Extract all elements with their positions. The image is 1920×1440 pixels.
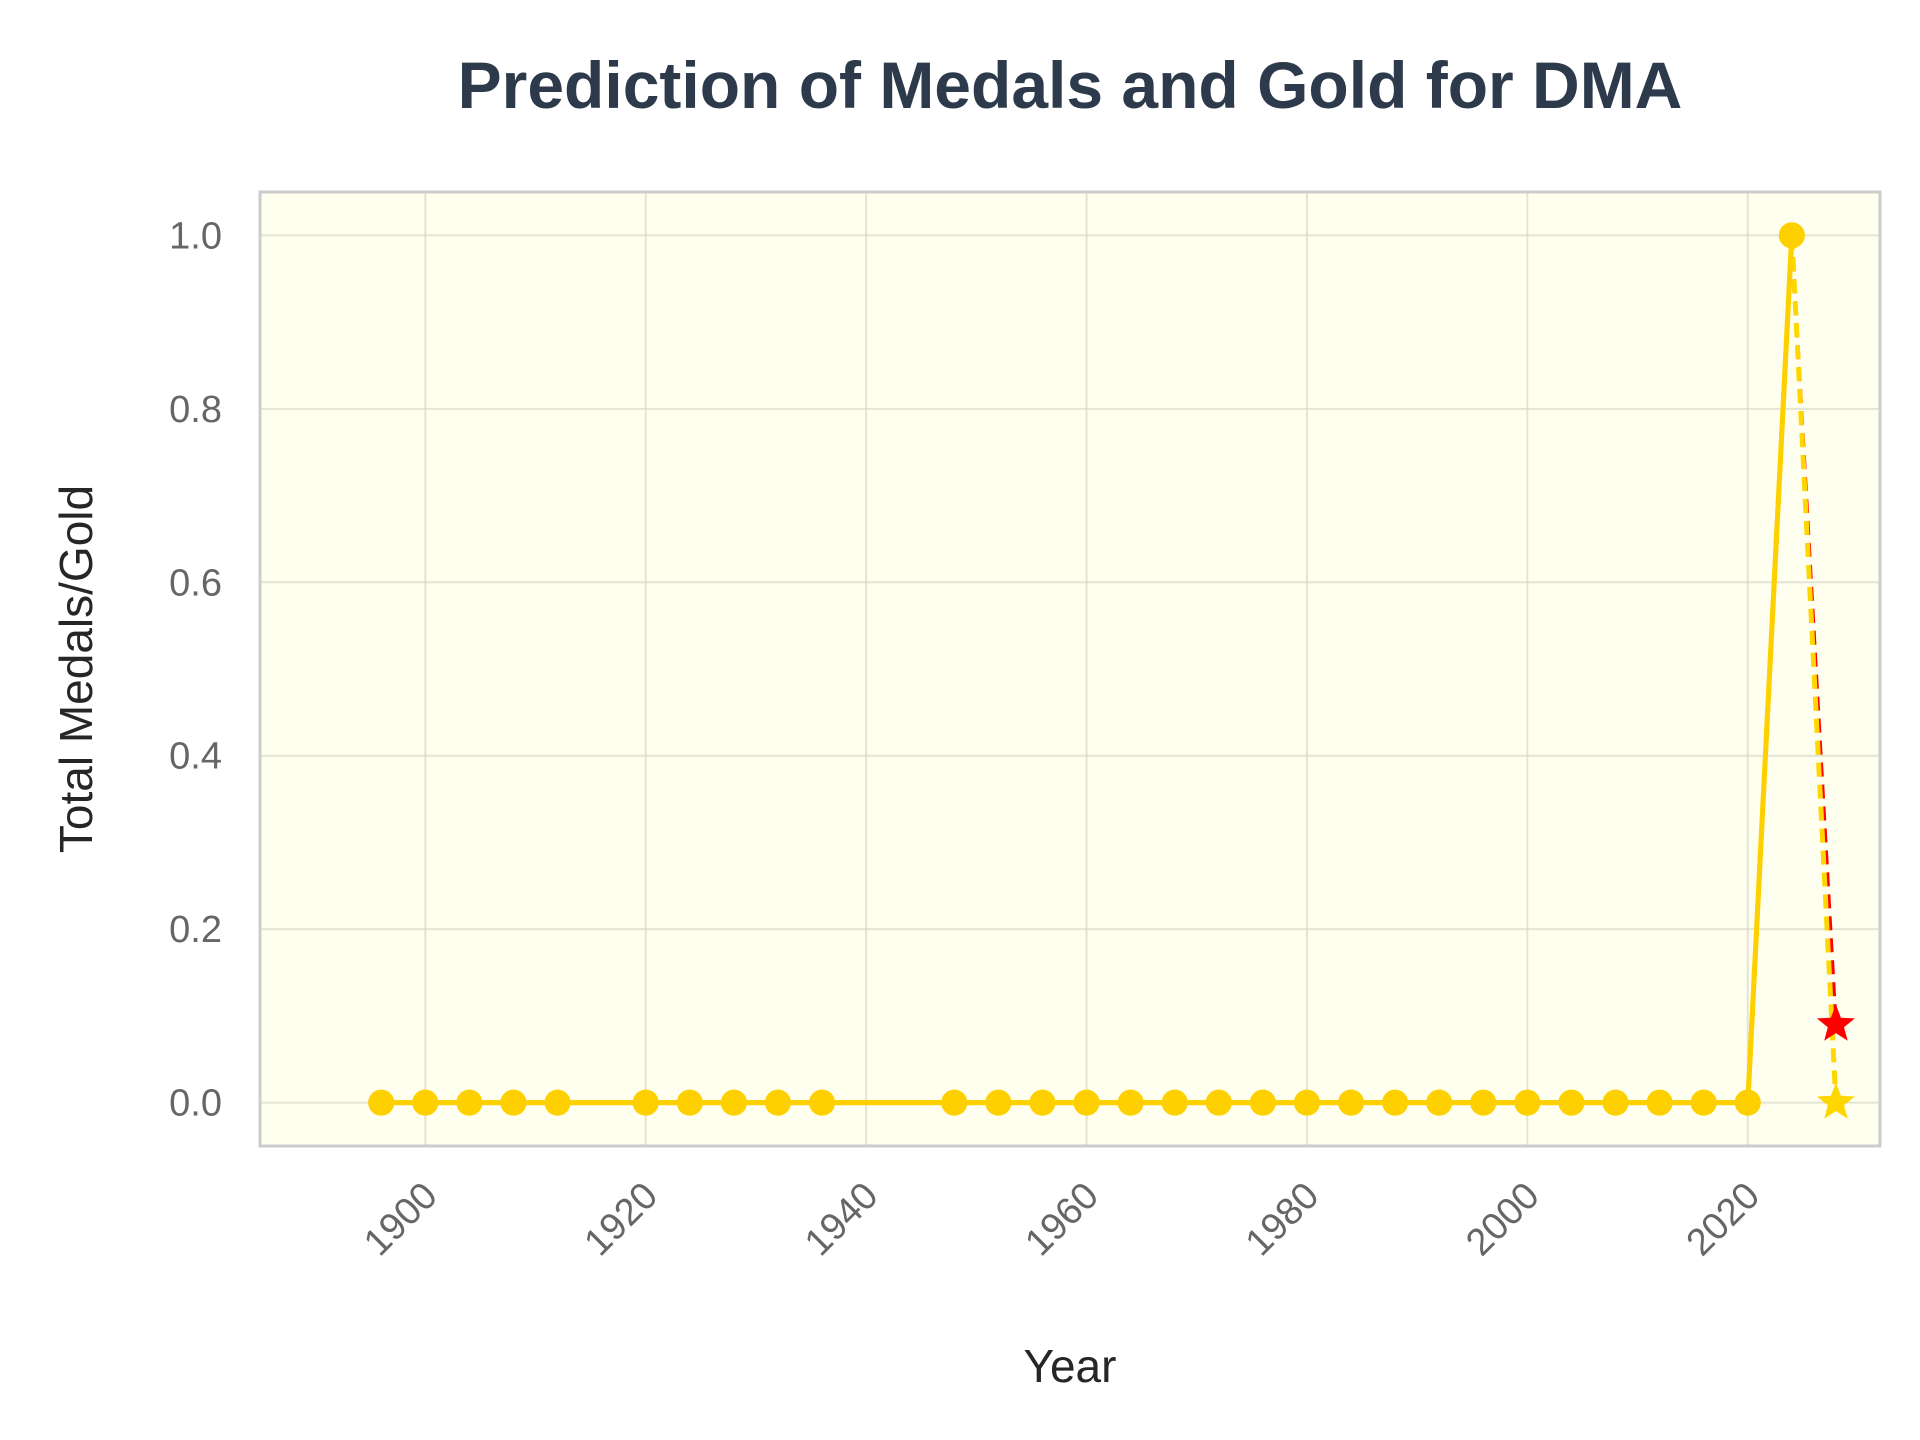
plot-frame	[258, 190, 1882, 1148]
gold-data-point	[941, 1089, 968, 1116]
gold-data-point	[632, 1089, 659, 1116]
y-tick-label: 0.4	[169, 736, 222, 778]
y-axis-label: Total Medals/Gold	[50, 485, 102, 853]
gold-prediction-line	[1789, 235, 1839, 1103]
gold-data-point	[985, 1089, 1012, 1116]
gold-data-point	[764, 1089, 791, 1116]
x-tick-label: 1960	[1017, 1175, 1106, 1264]
gold-data-point	[1205, 1089, 1232, 1116]
x-tick-label: 1940	[797, 1175, 886, 1264]
gold-data-point	[1470, 1089, 1497, 1116]
x-tick-label: 1900	[356, 1175, 445, 1264]
x-tick-label: 1980	[1238, 1175, 1327, 1264]
gold-data-point	[456, 1089, 483, 1116]
gold-data-point	[720, 1089, 747, 1116]
gold-data-point	[809, 1089, 836, 1116]
chart-title: Prediction of Medals and Gold for DMA	[458, 48, 1683, 122]
gold-data-point	[1690, 1089, 1717, 1116]
gold-data-point	[676, 1089, 703, 1116]
gold-data-point	[1161, 1089, 1188, 1116]
gold-prediction-star	[1816, 1082, 1855, 1119]
plot-area	[260, 192, 1880, 1146]
gold-data-point	[1426, 1089, 1453, 1116]
gold-data-point	[1602, 1089, 1629, 1116]
gold-data-point	[1249, 1089, 1276, 1116]
gold-data-point	[1117, 1089, 1144, 1116]
gold-data-point	[1293, 1089, 1320, 1116]
gold-data-point	[412, 1089, 439, 1116]
gold-data-point	[368, 1089, 395, 1116]
gold-data-point	[1029, 1089, 1056, 1116]
gold-data-point	[1382, 1089, 1409, 1116]
gold-data-point	[1778, 222, 1805, 249]
x-axis-label: Year	[1024, 1340, 1117, 1392]
y-tick-label: 0.0	[169, 1083, 222, 1125]
x-tick-label: 1920	[577, 1175, 666, 1264]
gold-data-point	[1646, 1089, 1673, 1116]
series-layer	[368, 222, 1855, 1119]
gold-data-point	[1514, 1089, 1541, 1116]
gold-data-point	[1338, 1089, 1365, 1116]
gold-data-point	[1073, 1089, 1100, 1116]
y-tick-label: 1.0	[169, 215, 222, 257]
gold-data-point	[544, 1089, 571, 1116]
gold-data-point	[1734, 1089, 1761, 1116]
y-tick-label: 0.6	[169, 562, 222, 604]
y-tick-label: 0.2	[169, 909, 222, 951]
x-tick-label: 2000	[1458, 1175, 1547, 1264]
medals-prediction-star	[1816, 1004, 1855, 1041]
gold-data-point	[500, 1089, 527, 1116]
grid	[260, 192, 1880, 1146]
gold-data-point	[1558, 1089, 1585, 1116]
x-tick-label: 2020	[1679, 1175, 1768, 1264]
y-tick-label: 0.8	[169, 389, 222, 431]
